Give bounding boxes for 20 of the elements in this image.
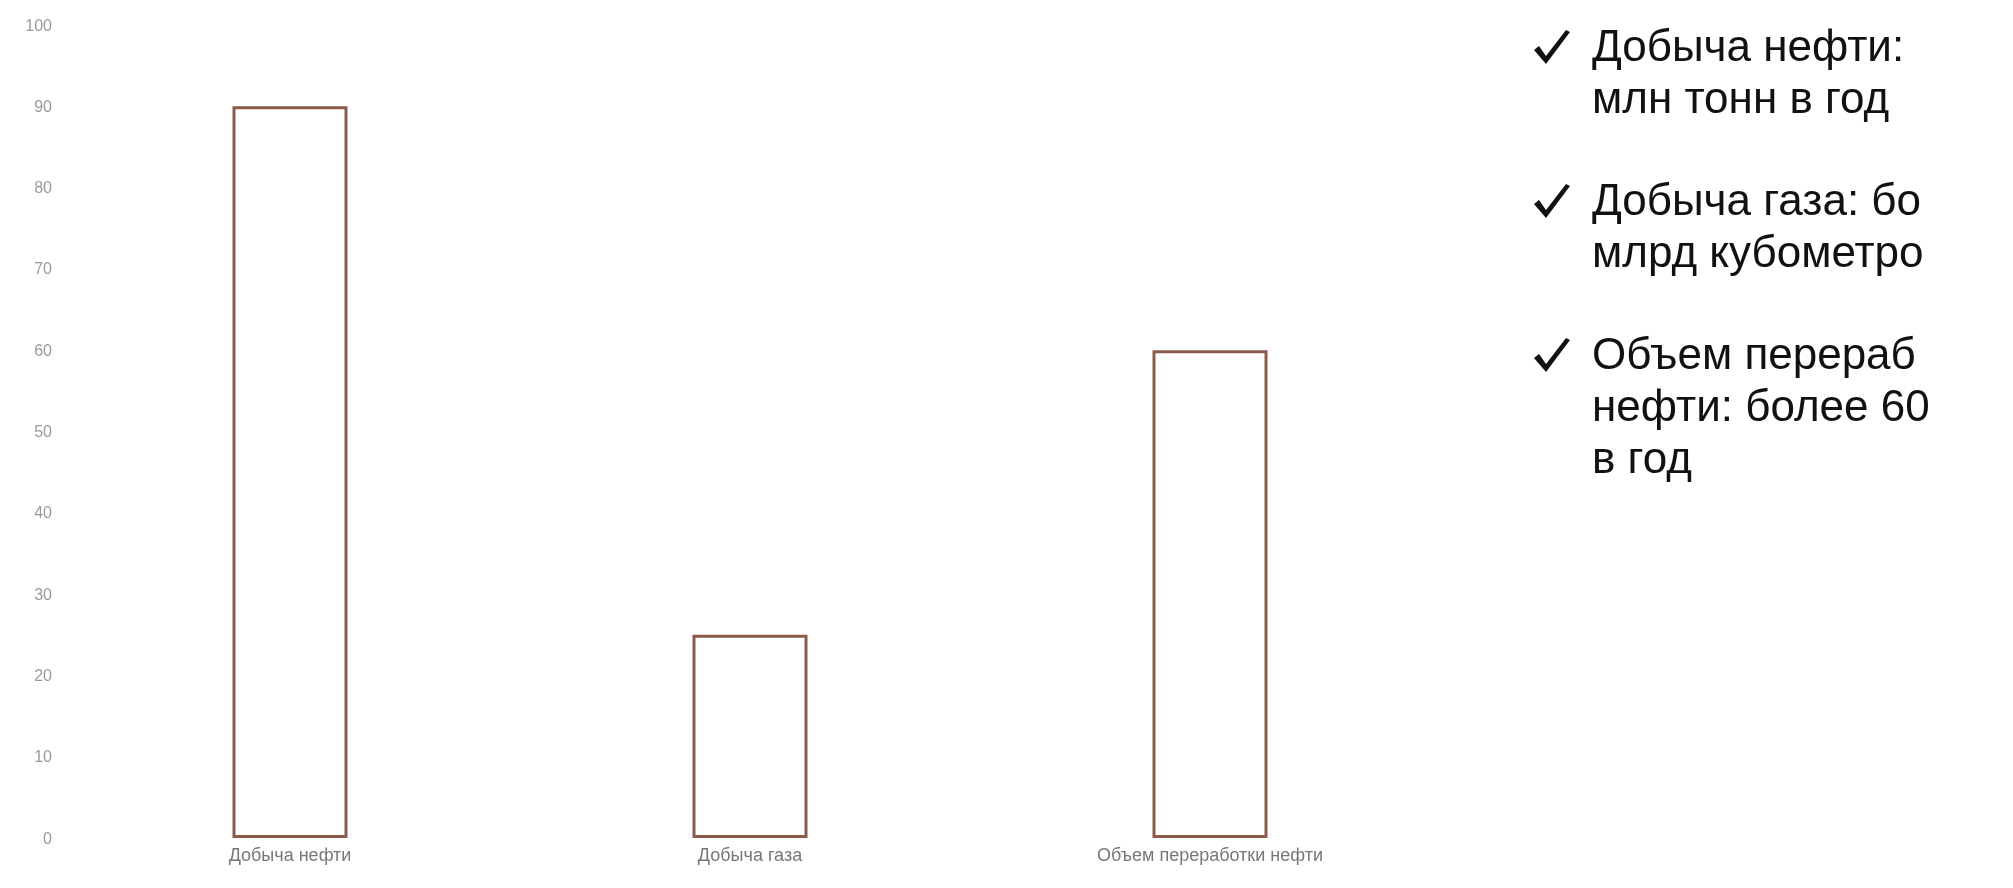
bar xyxy=(232,106,348,838)
y-tick-label: 0 xyxy=(43,829,53,847)
y-tick-label: 60 xyxy=(34,341,53,359)
y-tick-label: 10 xyxy=(34,748,53,766)
x-tick-label: Объем переработки нефти xyxy=(1097,845,1323,865)
y-tick-label: 90 xyxy=(34,97,53,115)
bar xyxy=(692,634,808,838)
y-tick-label: 20 xyxy=(34,666,53,684)
x-tick-label: Добыча нефти xyxy=(228,845,352,865)
text: Добыча газа: бо млрд кубометро xyxy=(1592,174,1924,278)
bar xyxy=(1152,350,1268,838)
text: Добыча нефти: млн тонн в год xyxy=(1592,20,1905,124)
x-tick-label: Добыча газа xyxy=(697,845,804,865)
text: Объем перераб нефти: более 60 в год xyxy=(1592,328,1930,484)
y-tick-label: 100 xyxy=(25,16,53,34)
y-tick-label: 80 xyxy=(34,179,53,197)
y-tick-label: 30 xyxy=(34,585,53,603)
y-tick-label: 40 xyxy=(34,504,53,522)
y-tick-label: 70 xyxy=(34,260,53,278)
y-tick-label: 50 xyxy=(34,423,53,440)
